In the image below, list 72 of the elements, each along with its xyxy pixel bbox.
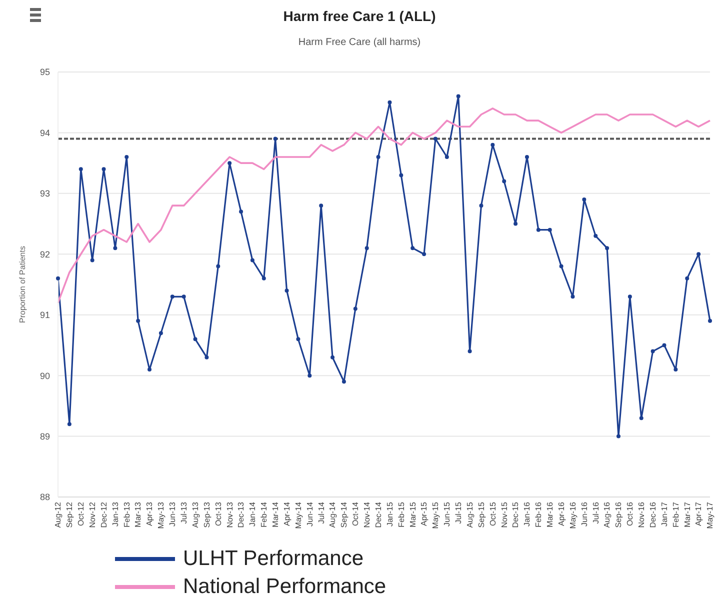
x-tick-label: Jun-13	[168, 501, 178, 526]
legend-label: National Performance	[183, 575, 386, 599]
x-tick-label: Oct-16	[626, 501, 635, 526]
x-tick-label: Jul-14	[316, 501, 326, 524]
x-tick-label: Feb-15	[396, 501, 406, 528]
y-tick-label: 93	[40, 188, 50, 199]
x-tick-label: Jan-16	[522, 501, 532, 526]
x-tick-label: Aug-16	[602, 501, 612, 528]
x-tick-label: Feb-17	[671, 501, 680, 528]
x-tick-label: Jan-15	[385, 501, 394, 526]
x-tick-label: Feb-14	[260, 501, 269, 528]
x-tick-label: Jul-15	[454, 501, 464, 524]
x-tick-label: Sep-13	[202, 501, 212, 528]
x-tick-label: Oct-13	[214, 501, 223, 526]
x-tick-label: Apr-13	[145, 501, 154, 526]
x-tick-label: Mar-14	[271, 501, 280, 528]
x-tick-label: May-17	[706, 501, 715, 529]
x-tick-label: May-15	[431, 501, 440, 529]
x-tick-label: Oct-12	[76, 501, 86, 526]
chart-subtitle: Harm Free Care (all harms)	[297, 37, 422, 48]
x-tick-label: May-16	[568, 501, 578, 529]
x-tick-label: Dec-14	[374, 501, 383, 528]
x-tick-label: Mar-17	[682, 501, 692, 528]
x-tick-label: Nov-15	[500, 501, 509, 528]
x-tick-label: Nov-14	[362, 501, 372, 528]
x-tick-label: May-13	[156, 501, 166, 529]
line-series	[57, 108, 711, 304]
x-tick-label: Jan-13	[110, 501, 120, 526]
x-tick-label: Dec-13	[236, 501, 246, 528]
x-tick-label: Apr-15	[420, 501, 429, 526]
x-tick-label: Mar-15	[408, 501, 418, 528]
x-tick-label: Jan-14	[248, 501, 258, 526]
x-tick-label: Dec-15	[511, 501, 520, 528]
x-tick-label: Dec-12	[99, 501, 108, 528]
y-tick-label: 88	[40, 492, 50, 502]
chart-title: Harm free Care 1 (ALL)	[282, 8, 437, 24]
y-tick-label: 91	[40, 310, 50, 320]
x-tick-label: Oct-15	[488, 501, 498, 526]
x-tick-label: Dec-16	[648, 501, 658, 528]
x-tick-label: Jan-17	[660, 501, 669, 526]
y-tick-label: 89	[40, 431, 50, 442]
x-tick-label: Jun-15	[442, 501, 452, 526]
x-tick-label: Feb-16	[534, 501, 544, 528]
x-tick-label: Sep-15	[476, 501, 486, 528]
y-tick-label: 90	[40, 370, 50, 381]
x-tick-label: Sep-14	[340, 501, 349, 528]
x-tick-label: Mar-16	[546, 501, 555, 528]
legend-label: ULHT Performance	[183, 547, 364, 571]
x-tick-label: Jul-16	[591, 501, 600, 524]
x-tick-label: Nov-13	[225, 501, 234, 528]
x-tick-label: Mar-13	[134, 501, 143, 528]
x-tick-label: Sep-12	[65, 501, 74, 528]
y-tick-label: 92	[40, 249, 50, 260]
x-tick-label: May-14	[294, 501, 303, 529]
x-tick-label: Apr-14	[282, 501, 292, 526]
x-tick-label: Aug-14	[328, 501, 338, 528]
x-tick-label: Sep-16	[614, 501, 624, 528]
x-tick-label: Apr-16	[556, 501, 566, 526]
x-tick-label: Aug-13	[190, 501, 200, 528]
x-tick-label: Jul-13	[180, 501, 189, 524]
x-tick-label: Oct-14	[351, 501, 360, 526]
x-tick-label: Aug-12	[54, 501, 63, 528]
x-tick-label: Nov-12	[88, 501, 97, 528]
x-tick-label: Jun-16	[580, 501, 589, 526]
x-tick-label: Aug-15	[465, 501, 474, 528]
x-tick-label: Nov-16	[637, 501, 646, 528]
y-axis-title: Proportion of Patients	[18, 246, 27, 323]
y-tick-label: 94	[40, 128, 50, 138]
y-tick-label: 95	[40, 67, 50, 78]
x-tick-label: Feb-13	[122, 501, 132, 528]
x-tick-label: Jun-14	[305, 501, 314, 526]
x-tick-label: Apr-17	[694, 501, 704, 526]
